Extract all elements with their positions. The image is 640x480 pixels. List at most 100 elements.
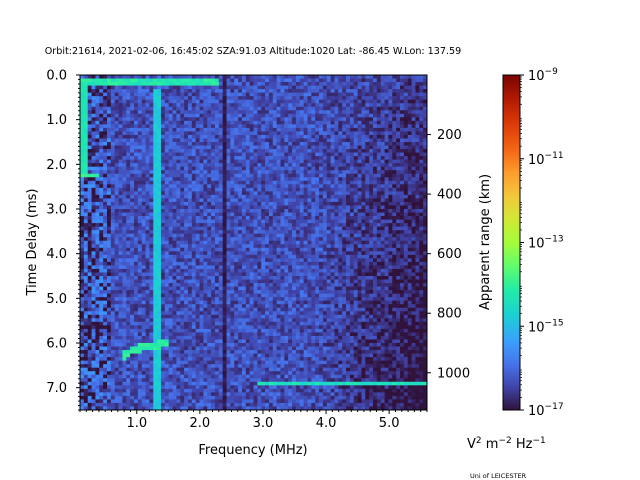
heatmap-cell [222, 230, 227, 235]
heatmap-cell [326, 92, 332, 97]
heatmap-cell [95, 240, 100, 245]
heatmap-cell [307, 216, 312, 220]
heatmap-cell [199, 152, 204, 157]
heatmap-cell [349, 233, 355, 238]
heatmap-cell [299, 131, 305, 136]
heatmap-cell [253, 138, 258, 143]
heatmap-cell [234, 106, 239, 111]
heatmap-cell [307, 212, 312, 217]
heatmap-cell [303, 110, 308, 115]
heatmap-cell [303, 254, 308, 259]
heatmap-cell [353, 127, 358, 132]
heatmap-cell [126, 106, 131, 111]
heatmap-cell [99, 138, 104, 143]
heatmap-cell [203, 230, 208, 235]
heatmap-cell [245, 261, 251, 266]
heatmap-cell [91, 240, 96, 245]
heatmap-cell [272, 106, 278, 111]
heatmap-cell [342, 233, 347, 238]
heatmap-cell [122, 219, 127, 224]
heatmap-cell [365, 209, 370, 213]
heatmap-cell [299, 156, 305, 161]
heatmap-cell [168, 226, 173, 231]
heatmap-cell [369, 216, 374, 220]
heatmap-cell [226, 237, 231, 242]
heatmap-cell [249, 159, 254, 164]
heatmap-cell [284, 187, 289, 192]
heatmap-cell [257, 212, 262, 217]
heatmap-cell [172, 166, 177, 171]
heatmap-cell [130, 131, 135, 136]
heatmap-cell [384, 131, 389, 136]
heatmap-cell [230, 75, 235, 79]
heatmap-cell [373, 265, 378, 270]
heatmap-cell [191, 265, 197, 270]
heatmap-cell [319, 194, 324, 199]
heatmap-cell [419, 163, 424, 168]
heatmap-cell [319, 191, 324, 196]
heatmap-cell [218, 142, 224, 146]
heatmap-cell [245, 254, 251, 259]
heatmap-cell [322, 120, 328, 125]
heatmap-cell [184, 201, 189, 206]
heatmap-cell [191, 99, 197, 104]
heatmap-cell [241, 268, 247, 273]
heatmap-cell [191, 82, 197, 86]
heatmap-cell [95, 223, 100, 228]
heatmap-cell [95, 138, 100, 143]
heatmap-cell [384, 89, 389, 94]
heatmap-cell [380, 187, 385, 192]
heatmap-cell [172, 159, 177, 164]
heatmap-cell [218, 85, 224, 90]
heatmap-cell [272, 156, 278, 161]
heatmap-cell [292, 85, 297, 90]
heatmap-cell [203, 223, 208, 228]
heatmap-cell [199, 184, 204, 189]
heatmap-cell [164, 187, 170, 192]
heatmap-cell [176, 99, 181, 104]
heatmap-cell [241, 156, 247, 161]
heatmap-cell [160, 191, 166, 196]
heatmap-cell [384, 103, 389, 108]
heatmap-cell [346, 170, 351, 175]
heatmap-cell [369, 110, 374, 115]
heatmap-cell [160, 254, 166, 259]
heatmap-cell [280, 247, 285, 252]
heatmap-cell [137, 254, 143, 259]
heatmap-cell [384, 212, 389, 217]
heatmap-cell [342, 191, 347, 196]
heatmap-cell [257, 187, 262, 192]
heatmap-cell [122, 142, 127, 146]
heatmap-cell [423, 163, 428, 168]
heatmap-cell [203, 149, 208, 153]
heatmap-cell [207, 216, 212, 220]
heatmap-cell [311, 254, 316, 259]
heatmap-cell [133, 89, 139, 94]
heatmap-cell [187, 180, 193, 185]
heatmap-cell [211, 156, 216, 161]
heatmap-cell [133, 247, 139, 252]
heatmap-cell [203, 166, 208, 171]
heatmap-cell [218, 131, 224, 136]
heatmap-cell [110, 223, 116, 228]
heatmap-cell [295, 184, 301, 189]
heatmap-cell [234, 124, 239, 129]
heatmap-cell [187, 82, 193, 86]
heatmap-cell [122, 106, 127, 111]
heatmap-cell [280, 226, 285, 231]
heatmap-cell [83, 134, 89, 139]
heatmap-cell [384, 191, 389, 196]
heatmap-cell [249, 124, 254, 129]
heatmap-cell [114, 230, 119, 235]
heatmap-cell [168, 184, 173, 189]
heatmap-cell [423, 120, 428, 125]
heatmap-cell [376, 180, 382, 185]
heatmap-cell [157, 261, 162, 266]
heatmap-cell [238, 251, 243, 256]
heatmap-cell [141, 163, 146, 168]
heatmap-cell [369, 103, 374, 108]
heatmap-cell [303, 205, 308, 210]
heatmap-cell [122, 89, 127, 94]
heatmap-cell [365, 99, 370, 104]
heatmap-cell [133, 103, 139, 108]
